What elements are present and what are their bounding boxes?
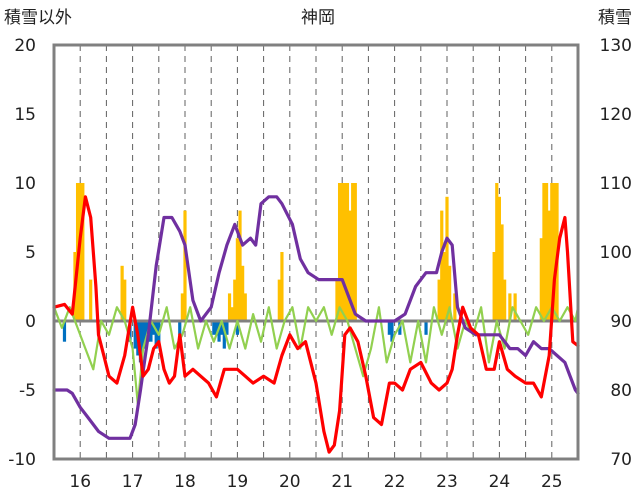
bar [495, 183, 499, 321]
bar [280, 252, 284, 321]
bar [539, 238, 543, 321]
right-tick-label: 80 [610, 381, 632, 401]
bar [424, 321, 428, 335]
x-tick-label: 16 [69, 472, 91, 492]
plot-frame [52, 43, 580, 461]
bar [440, 210, 444, 321]
x-ticks: 16 17 18 19 20 21 22 23 24 25 [69, 472, 562, 492]
bar [123, 279, 127, 321]
bar [214, 321, 219, 335]
bar [277, 279, 281, 321]
grid-lines [79, 45, 553, 459]
bar [238, 210, 242, 321]
x-tick-label: 21 [331, 472, 353, 492]
bar [222, 321, 226, 349]
bar [89, 279, 93, 321]
bar [241, 265, 245, 321]
left-tick-label: 15 [14, 105, 36, 125]
bar [227, 293, 232, 321]
x-tick-label: 25 [541, 472, 563, 492]
bar [133, 321, 137, 349]
left-tick-label: -10 [8, 450, 36, 470]
bar [62, 321, 67, 342]
left-tick-label: -5 [19, 381, 36, 401]
bar [220, 321, 224, 335]
bar [453, 293, 457, 321]
bar [353, 183, 357, 321]
bar [508, 293, 512, 321]
right-y-ticks: 70 80 90 100 110 120 130 [600, 36, 632, 470]
x-tick-label: 19 [227, 472, 249, 492]
red-series-line [52, 195, 580, 454]
x-tick-label: 23 [436, 472, 458, 492]
right-tick-label: 70 [610, 450, 632, 470]
bar [212, 321, 216, 335]
bar [544, 183, 549, 321]
left-tick-label: 10 [14, 174, 36, 194]
right-tick-label: 130 [600, 36, 632, 56]
bar [348, 210, 352, 321]
right-tick-label: 90 [610, 312, 632, 332]
x-tick-label: 17 [122, 472, 144, 492]
bar [547, 210, 551, 321]
x-tick-label: 18 [174, 472, 196, 492]
bar [442, 252, 446, 321]
left-tick-label: 0 [25, 312, 36, 332]
bar [178, 321, 182, 335]
bar [120, 265, 124, 321]
left-tick-label: 20 [14, 36, 36, 56]
right-axis-label: 積雪 [598, 8, 632, 28]
bar [550, 183, 554, 321]
bar [343, 183, 347, 321]
bar [141, 321, 145, 349]
bar [387, 321, 391, 335]
bar [154, 321, 158, 349]
bar [542, 183, 546, 321]
x-tick-label: 20 [279, 472, 301, 492]
right-tick-label: 120 [600, 105, 632, 125]
bar [180, 293, 184, 321]
left-axis-label: 積雪以外 [4, 8, 72, 28]
bar [235, 238, 239, 321]
bar [351, 183, 355, 321]
bar [390, 321, 394, 342]
bar [138, 321, 143, 363]
bar [437, 279, 441, 321]
bar [151, 321, 156, 335]
bar [230, 307, 234, 321]
bar [144, 321, 148, 349]
line-series [52, 195, 580, 454]
bar [233, 279, 237, 321]
x-tick-label: 24 [489, 472, 511, 492]
bar [225, 321, 229, 335]
x-tick-label: 22 [384, 472, 406, 492]
bar [497, 196, 501, 321]
bar [345, 183, 350, 321]
bar [235, 321, 239, 335]
bar [81, 183, 85, 321]
chart-title: 神岡 [301, 8, 335, 28]
bar [445, 196, 449, 321]
bar [217, 321, 221, 342]
purple-series-line [52, 195, 580, 440]
bar [243, 293, 247, 321]
bar [398, 321, 402, 335]
left-y-ticks: -10 -5 0 5 10 15 20 [8, 36, 36, 470]
bar [503, 279, 507, 321]
bar [500, 224, 504, 321]
bar [513, 293, 517, 321]
right-tick-label: 100 [600, 243, 632, 263]
right-tick-label: 110 [600, 174, 632, 194]
bar [149, 321, 153, 342]
left-tick-label: 5 [25, 243, 36, 263]
bar [448, 265, 452, 321]
bar [552, 183, 557, 321]
bar [183, 210, 187, 321]
bar [492, 252, 496, 321]
bar [335, 279, 339, 321]
